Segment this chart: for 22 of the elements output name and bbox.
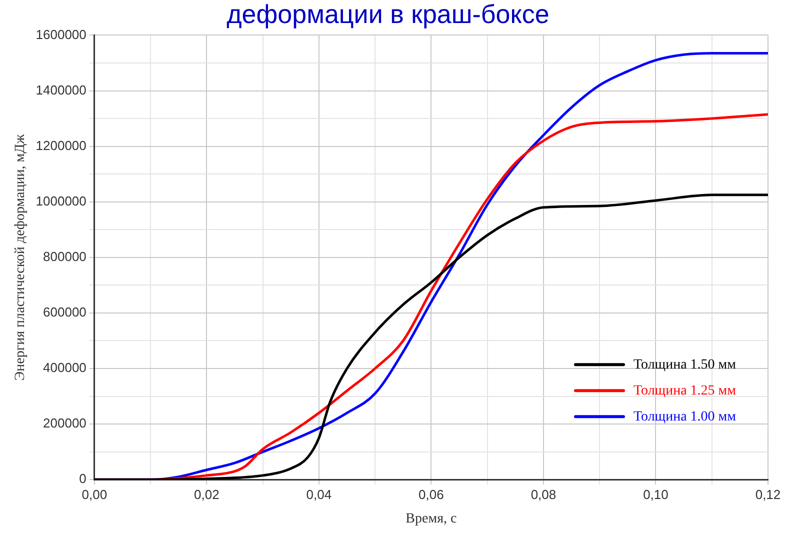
- y-tick-label: 1600000: [36, 26, 86, 42]
- y-tick-label: 0: [79, 471, 86, 486]
- y-axis-title: Энергия пластической деформации, мДж: [13, 134, 28, 381]
- x-axis-title: Время, с: [406, 511, 457, 526]
- y-tick-label: 1400000: [36, 82, 86, 98]
- chart-title: деформации в краш-боксе: [226, 0, 550, 29]
- x-tick-label: 0,04: [306, 486, 332, 502]
- legend-label: Толщина 1.25 мм: [634, 383, 736, 398]
- legend-label: Толщина 1.50 мм: [634, 357, 736, 372]
- x-tick-label: 0,12: [755, 486, 781, 502]
- y-tick-label: 1200000: [36, 138, 86, 153]
- legend-label: Толщина 1.00 мм: [634, 409, 736, 424]
- y-tick-label: 600000: [43, 304, 86, 320]
- x-tick-label: 0,10: [643, 486, 668, 502]
- y-tick-label: 400000: [43, 360, 86, 376]
- y-tick-label: 200000: [43, 416, 86, 431]
- y-tick-label: 1000000: [36, 193, 86, 208]
- x-tick-label: 0,02: [194, 486, 220, 502]
- y-tick-label: 800000: [43, 248, 86, 264]
- x-tick-label: 0,00: [82, 486, 108, 502]
- x-tick-label: 0,06: [418, 486, 444, 502]
- x-tick-label: 0,08: [530, 486, 556, 502]
